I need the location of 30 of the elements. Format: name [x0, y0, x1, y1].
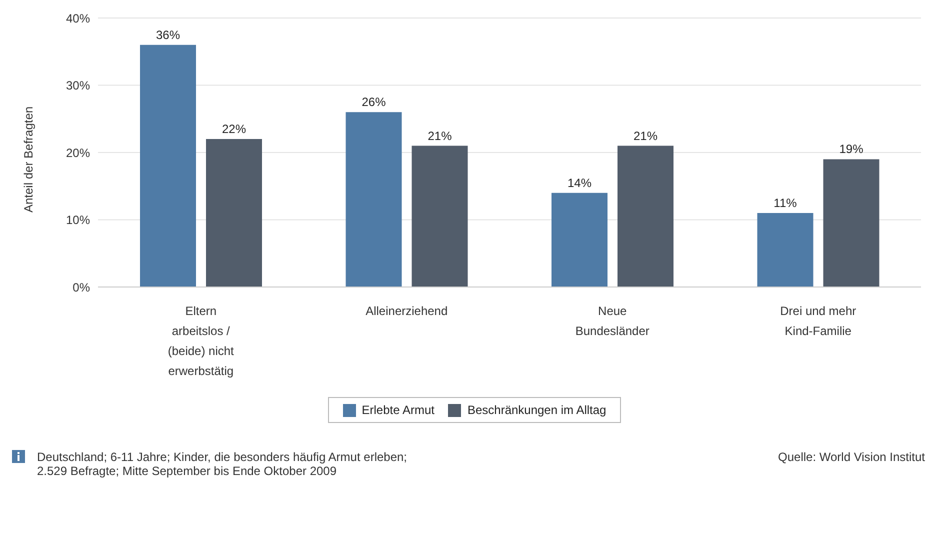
bar	[140, 44, 196, 287]
bar	[206, 139, 262, 287]
text: 26%	[362, 95, 386, 110]
text: 14%	[567, 176, 592, 190]
bar	[552, 192, 608, 287]
bar	[618, 146, 674, 287]
bar	[346, 112, 402, 287]
bar	[823, 159, 880, 287]
y-tick-label: 40%	[66, 11, 90, 26]
y-axis-title: Anteil der Befragten	[21, 106, 36, 212]
text: 21%	[633, 128, 658, 143]
source-note: Quelle: World Vision Institut	[778, 450, 925, 464]
text: Deutschland; 6-11 Jahre; Kinder, die besonders häufig Armut erleben; 2.529 Befragte; Mitte September bis Ende Oktober 2009	[37, 450, 408, 478]
y-tick-label: 30%	[66, 78, 90, 93]
legend-label: Erlebte Armut	[360, 403, 434, 417]
text: 21%	[428, 128, 452, 143]
text: 19%	[839, 142, 864, 156]
legend-label: Beschränkungen im Alltag	[466, 403, 606, 417]
bar	[412, 146, 468, 287]
y-tick-label: 20%	[66, 146, 90, 160]
y-tick-label: 0%	[72, 280, 90, 294]
x-tick-label: Alleinerziehend	[366, 304, 448, 318]
x-tick-label: Neue Bundesländer	[575, 304, 650, 338]
text: 11%	[774, 196, 797, 210]
y-tick-label: 10%	[66, 213, 90, 228]
text: 36%	[156, 28, 180, 42]
bar	[757, 213, 814, 287]
x-tick-label: Drei und mehr Kind-Familie	[780, 304, 856, 338]
text: 22%	[222, 122, 246, 136]
x-tick-label: Eltern arbeitslos / (beide) nicht erwerbstätig	[168, 304, 235, 378]
